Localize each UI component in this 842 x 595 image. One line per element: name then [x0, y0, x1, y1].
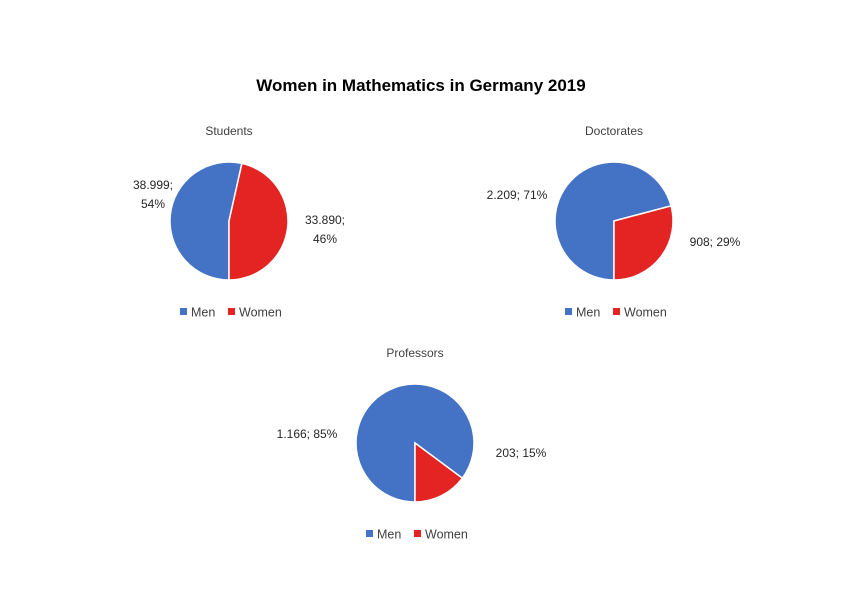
data-label-men: 2.209; 71% [487, 188, 548, 202]
pie-chart-professors: Professors 1.166; 85% 203; 15% Men Women [277, 346, 547, 542]
legend-swatch-women [613, 308, 620, 315]
pie-chart-doctorates: Doctorates 2.209; 71% 908; 29% Men Women [487, 124, 741, 320]
chart-title: Doctorates [585, 124, 643, 138]
data-label-women: 33.890; 46% [305, 213, 345, 246]
pie-slice-women [613, 204, 674, 281]
legend-label-women: Women [425, 528, 468, 542]
legend-swatch-women [228, 308, 235, 315]
pie-slice-men [169, 161, 243, 281]
data-label-women: 908; 29% [690, 235, 741, 249]
pie-chart-students: Students 38.999; 54% 33.890; 46% Men Women [133, 124, 345, 320]
main-title: Women in Mathematics in Germany 2019 [256, 76, 586, 95]
chart-title: Professors [386, 346, 443, 360]
chart-title: Students [205, 124, 252, 138]
legend-label-men: Men [377, 528, 401, 542]
legend: Men Women [565, 306, 667, 320]
data-label-men: 38.999; 54% [133, 178, 173, 211]
legend: Men Women [366, 528, 468, 542]
data-label-women: 203; 15% [496, 446, 547, 460]
legend-label-men: Men [191, 306, 215, 320]
legend-swatch-women [414, 530, 421, 537]
pie-slice-women [414, 441, 464, 503]
legend-label-women: Women [624, 306, 667, 320]
legend-swatch-men [366, 530, 373, 537]
pie-slice-men [554, 161, 672, 281]
data-label-men: 1.166; 85% [277, 427, 338, 441]
legend-swatch-men [565, 308, 572, 315]
legend-swatch-men [180, 308, 187, 315]
pie-slice-women [228, 162, 289, 281]
legend-label-women: Women [239, 306, 282, 320]
legend: Men Women [180, 306, 282, 320]
pie-slice-men [355, 383, 475, 503]
legend-label-men: Men [576, 306, 600, 320]
